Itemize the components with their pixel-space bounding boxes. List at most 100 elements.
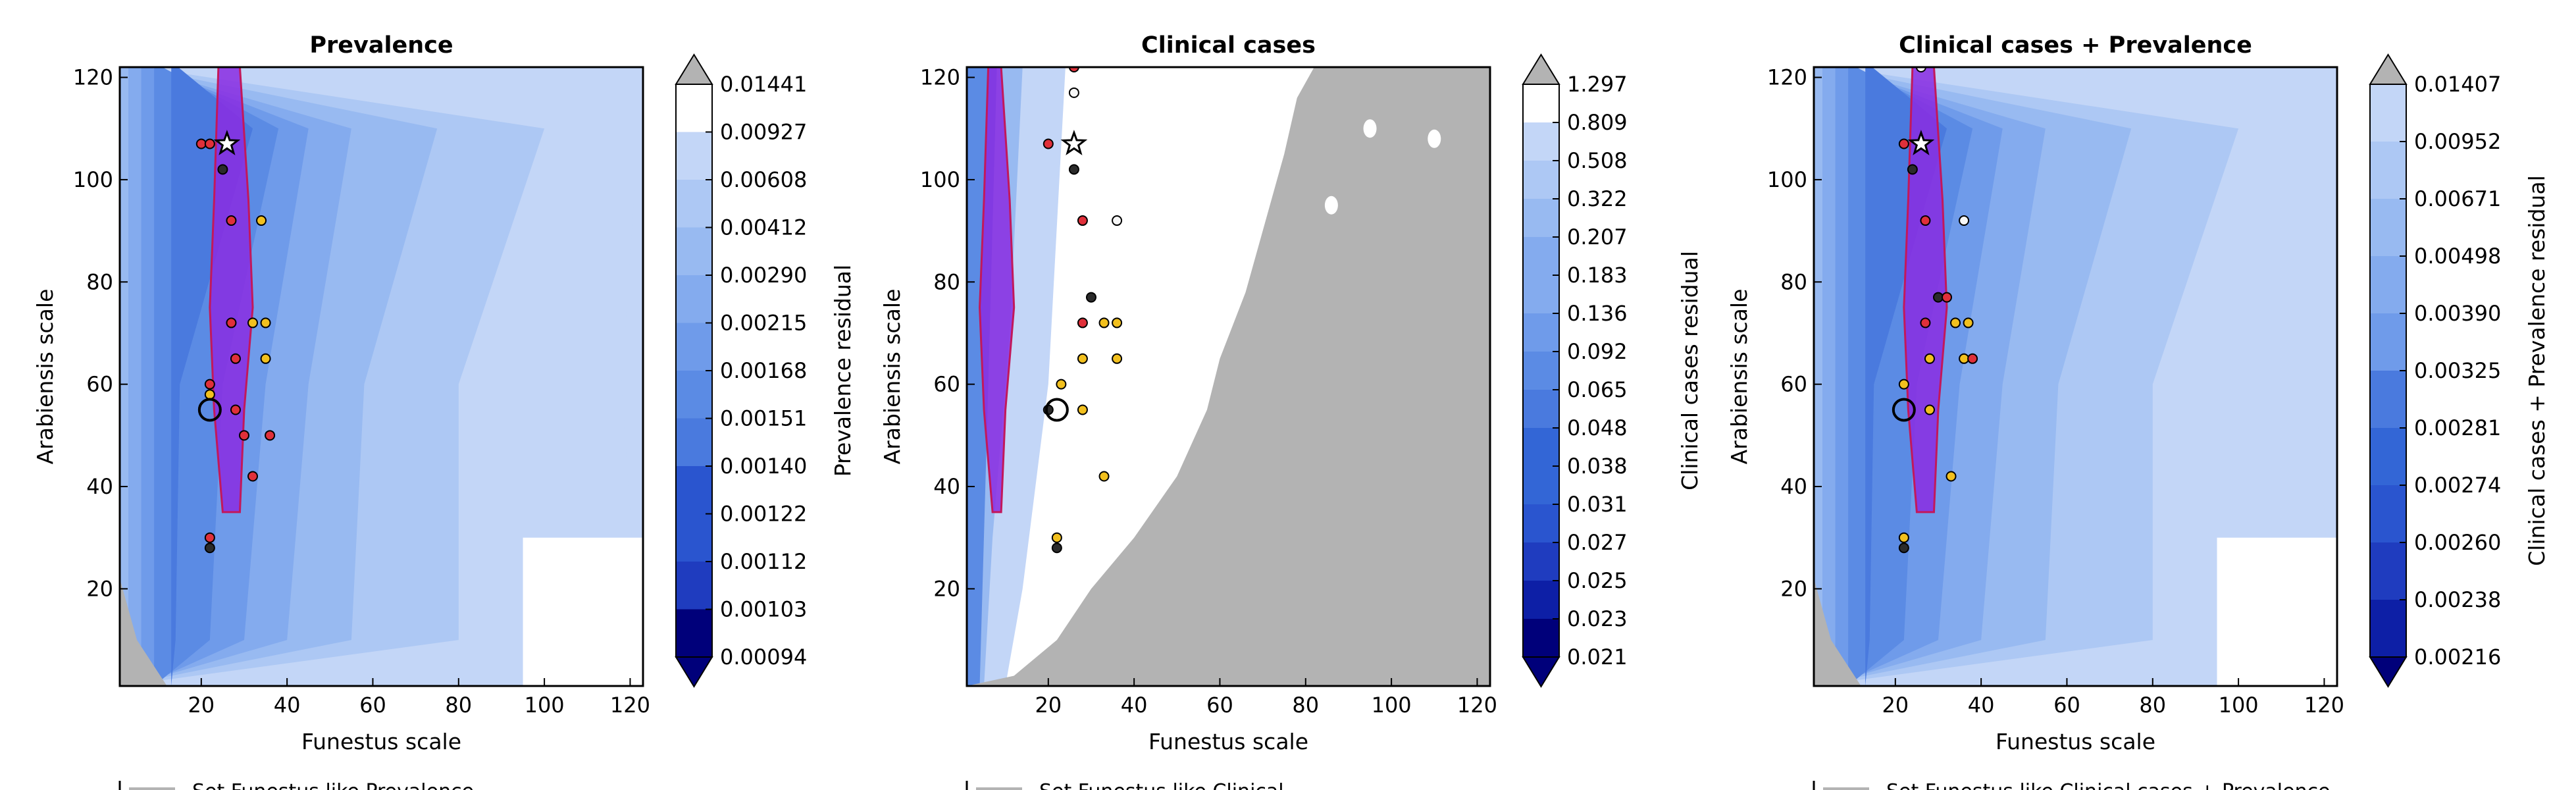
colorbar-tick-label: 0.00094 [720, 645, 807, 670]
y-tick-label: 100 [920, 167, 960, 192]
colorbar-tick-label: 0.00151 [720, 406, 807, 431]
colorbar-segment [1523, 504, 1559, 543]
data-point [1098, 317, 1110, 329]
legend: Set Funestus like Clinical [966, 780, 1284, 790]
colorbar-tick-label: 0.027 [1567, 530, 1628, 555]
x-tick-label: 40 [274, 693, 301, 718]
legend-label: Set Funestus like Prevalence [192, 780, 474, 790]
colorbar-tick-label: 0.048 [1567, 415, 1628, 440]
data-point [1932, 292, 1944, 303]
x-axis-label: Funestus scale [301, 729, 461, 754]
colorbar-tick-label: 0.00412 [720, 215, 807, 240]
y-tick-label: 20 [86, 576, 113, 601]
data-point [1077, 353, 1088, 364]
y-tick-label: 40 [86, 474, 113, 499]
contour-band [523, 537, 643, 686]
x-tick-label: 80 [2139, 693, 2166, 718]
colorbar-segment [676, 227, 712, 276]
legend-swatch [129, 787, 175, 790]
y-tick-label: 100 [1767, 167, 1807, 192]
colorbar-tick-label: 0.207 [1567, 224, 1628, 250]
colorbar-tick-label: 0.038 [1567, 454, 1628, 479]
colorbar-segment [1523, 237, 1559, 276]
y-axis-label: Arabiensis scale [32, 289, 58, 465]
x-tick-label: 60 [1206, 693, 1233, 718]
colorbar-segment [2370, 371, 2406, 429]
colorbar-tick-label: 0.021 [1567, 645, 1628, 670]
legend: Set Funestus like Prevalence [118, 780, 474, 790]
colorbar-tick-label: 0.00608 [720, 167, 807, 192]
y-tick-label: 100 [73, 167, 113, 192]
y-tick-label: 60 [1780, 372, 1807, 397]
y-tick-label: 20 [1780, 576, 1807, 601]
data-point [1898, 379, 1909, 390]
colorbar-tick-label: 0.00390 [2414, 301, 2501, 326]
masked-region [967, 67, 1490, 686]
x-tick-label: 60 [359, 693, 386, 718]
colorbar-segment [2370, 313, 2406, 371]
colorbar-tick-label: 0.00498 [2414, 244, 2501, 269]
x-tick-label: 120 [2304, 693, 2344, 718]
data-point [1959, 353, 1970, 364]
colorbar-extend-top [1522, 53, 1560, 85]
colorbar-frame [1522, 84, 1560, 658]
data-point [260, 353, 271, 364]
x-tick-label: 120 [610, 693, 650, 718]
colorbar-label: Clinical cases residual [1677, 251, 1703, 490]
data-point [1924, 404, 1935, 415]
data-point [1920, 317, 1931, 329]
chart-title: Clinical cases [1141, 32, 1316, 59]
data-point [226, 317, 237, 329]
x-axis-label: Funestus scale [1148, 729, 1308, 754]
colorbar-segment [1523, 84, 1559, 123]
chart-panel-2: 20 40 60 80 100 120 20 40 60 80 100 120 Clinical cas… [879, 32, 1703, 790]
x-tick-label: 40 [1968, 693, 1995, 718]
data-point [217, 164, 228, 175]
colorbar-tick-label: 0.00216 [2414, 645, 2501, 670]
colorbar-tick-label: 0.025 [1567, 568, 1628, 593]
data-point [1945, 471, 1957, 482]
colorbar-segment [2370, 84, 2406, 142]
legend-swatch [976, 787, 1022, 790]
y-tick-label: 80 [1780, 269, 1807, 294]
colorbar-tick-label: 0.00952 [2414, 129, 2501, 154]
colorbar-segment [676, 609, 712, 658]
colorbar-segment [2370, 542, 2406, 600]
colorbar: 0.01407 0.00952 0.00671 0.00498 0.00390 0.003… [2369, 53, 2550, 688]
data-point [1077, 215, 1088, 226]
y-tick-label: 60 [86, 372, 113, 397]
colorbar-tick-label: 0.01441 [720, 72, 807, 97]
colorbar-segment [1523, 199, 1559, 238]
colorbar-tick-label: 0.00927 [720, 120, 807, 145]
legend-label: Set Funestus like Clinical [1039, 780, 1284, 790]
colorbar-tick-label: 0.00274 [2414, 473, 2501, 498]
x-tick-label: 20 [188, 693, 215, 718]
colorbar-tick-label: 0.065 [1567, 377, 1628, 402]
colorbar-segment [1523, 581, 1559, 619]
data-point [1056, 379, 1067, 390]
circled-point [1044, 398, 1069, 422]
x-tick-label: 20 [1035, 693, 1062, 718]
colorbar-segment [2370, 142, 2406, 199]
threshold-region [1903, 67, 1948, 514]
colorbar-segment [676, 418, 712, 467]
colorbar-tick-label: 0.136 [1567, 301, 1628, 326]
axes-frame [1813, 66, 2338, 687]
y-tick-label: 120 [920, 65, 960, 90]
chart-title: Clinical cases + Prevalence [1899, 32, 2252, 59]
colorbar-segment [2370, 485, 2406, 543]
colorbar-segment [676, 323, 712, 371]
colorbar-tick-label: 0.00122 [720, 502, 807, 527]
colorbar-tick-label: 0.00112 [720, 549, 807, 574]
colorbar-extend-bottom [2369, 656, 2408, 688]
data-point [204, 379, 215, 390]
data-point [1898, 542, 1909, 554]
colorbar-label: Clinical cases + Prevalence residual [2524, 175, 2550, 566]
best-fit-star [1060, 130, 1088, 155]
colorbar-tick-label: 0.00671 [2414, 186, 2501, 211]
masked-region [1814, 578, 1861, 686]
y-tick-label: 40 [1780, 474, 1807, 499]
contour-band [1865, 67, 1947, 686]
legend-label: Set Funestus like Clinical cases + Preva… [1886, 780, 2331, 790]
contour-band [1428, 129, 1441, 148]
